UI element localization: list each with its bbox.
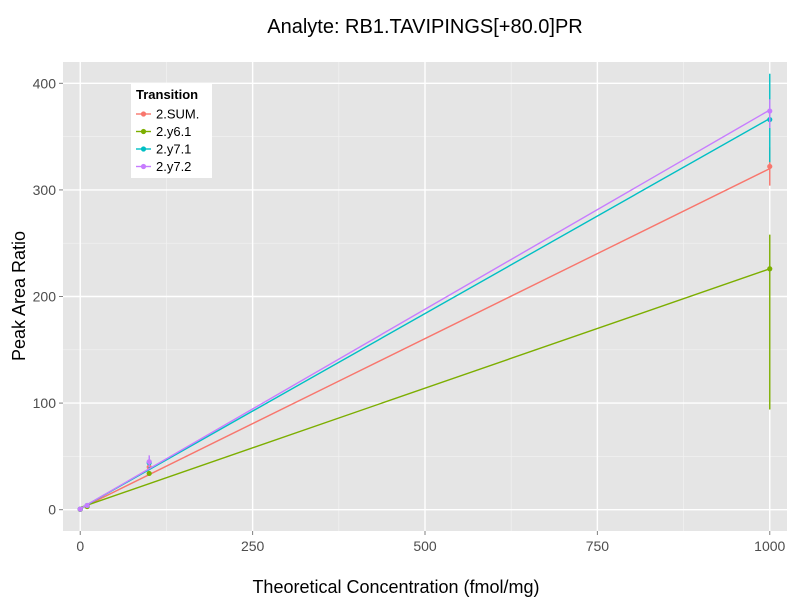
y-tick-label: 0 <box>48 502 56 518</box>
y-axis-title: Peak Area Ratio <box>9 231 29 361</box>
x-tick-label: 250 <box>241 538 265 554</box>
y-tick-label: 400 <box>33 75 57 91</box>
series-2-y7-2 <box>77 99 773 512</box>
legend-items: 2.SUM. 2.y6.1 2.y7.1 2.y7.2 <box>136 107 199 174</box>
y-tick-label: 200 <box>33 289 57 305</box>
series-fit-line <box>79 117 771 510</box>
series-fit-line <box>79 167 771 510</box>
data-point <box>767 163 773 170</box>
x-axis-title: Theoretical Concentration (fmol/mg) <box>252 577 539 597</box>
chart-title: Analyte: RB1.TAVIPINGS[+80.0]PR <box>267 16 583 38</box>
legend-key-point <box>140 146 147 152</box>
data-point <box>146 459 152 465</box>
legend-label: 2.y6.1 <box>156 124 191 139</box>
legend-key-point <box>140 163 147 170</box>
axis-ticks: 0 250 500 750 1000 0 100 200 300 400 <box>33 75 786 554</box>
legend: Transition 2.SUM. 2.y6.1 2.y7.1 2.y7.2 <box>131 83 212 178</box>
legend-key-point <box>140 111 147 117</box>
data-point <box>84 502 90 509</box>
x-tick-label: 0 <box>76 538 84 554</box>
series-fit-line <box>79 109 771 510</box>
x-tick-label: 750 <box>586 538 610 554</box>
x-tick-label: 1000 <box>754 538 785 554</box>
legend-label: 2.SUM. <box>156 107 199 122</box>
data-point <box>146 470 152 477</box>
legend-label: 2.y7.2 <box>156 159 191 174</box>
data-point <box>77 506 83 512</box>
data-point <box>767 266 773 272</box>
y-tick-label: 100 <box>33 395 57 411</box>
legend-label: 2.y7.1 <box>156 142 191 157</box>
data-point <box>767 108 773 114</box>
legend-title: Transition <box>136 87 198 102</box>
series-layer <box>77 73 773 512</box>
series-fit-line <box>80 268 770 509</box>
legend-key-point <box>140 128 147 135</box>
x-tick-label: 500 <box>413 538 437 554</box>
y-tick-label: 300 <box>33 182 57 198</box>
